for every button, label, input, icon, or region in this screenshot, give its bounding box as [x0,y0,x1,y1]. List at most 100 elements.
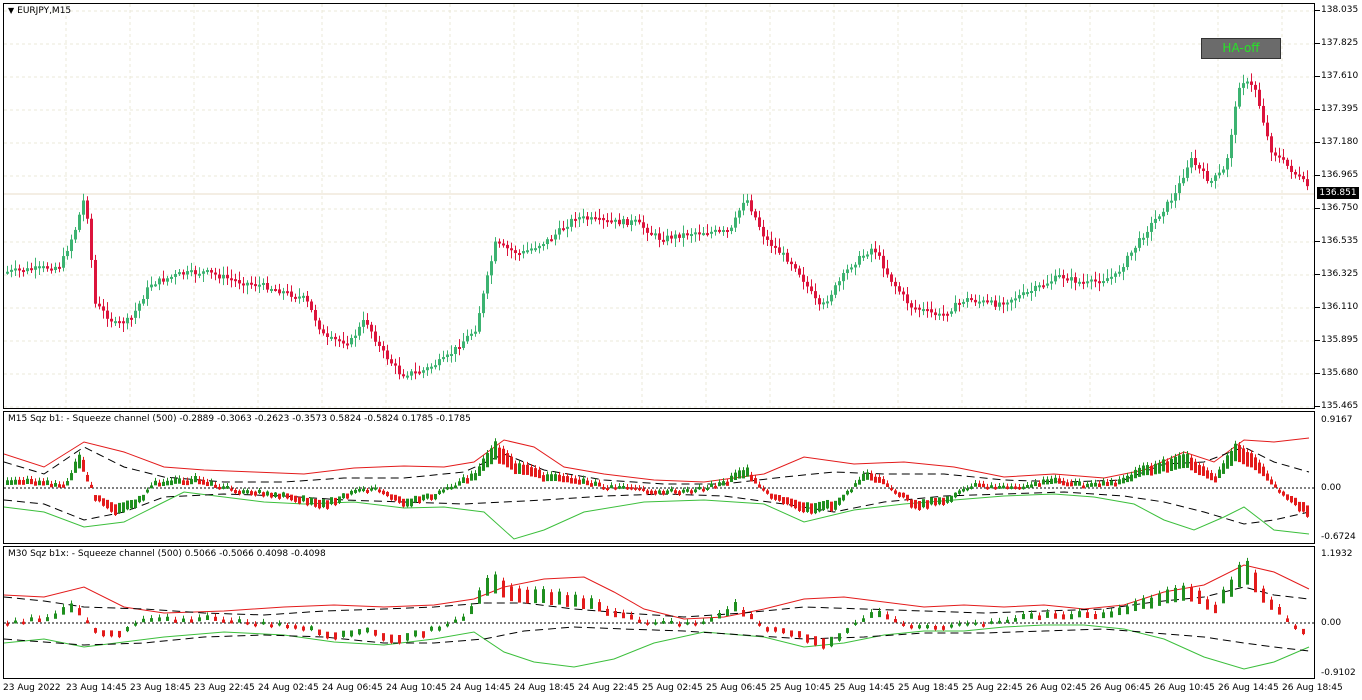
candle-body [566,226,569,229]
candle-body [1010,299,1013,303]
m30-histogram-bar [1110,611,1113,618]
m30-histogram-bar [1158,593,1161,606]
candle-body [926,309,929,312]
candle-body [1306,179,1309,187]
time-axis-label: 24 Aug 14:45 [450,683,511,693]
candle-body [278,289,281,294]
m30-histogram-bar [1238,564,1241,588]
candle-body [1018,295,1021,299]
m30-histogram-bar [486,577,489,596]
candle-body [362,320,365,327]
candle-body [1066,278,1069,281]
candle-body [1026,292,1029,295]
time-axis-label: 23 Aug 14:45 [66,683,127,693]
chart-menu-triangle-icon[interactable]: ▼ [8,6,15,15]
candle-body [170,276,173,279]
candle-body [258,284,261,287]
m15-histogram-bar [1158,462,1161,474]
price-tick [1315,307,1320,308]
candle-body [74,229,77,240]
m30-histogram-bar [1262,588,1265,603]
main-chart-panel[interactable]: ▼ EURJPY,M15 [3,3,1315,409]
candle-body [650,232,653,235]
candle-body [630,220,633,225]
candle-body [182,272,185,275]
m30-histogram-bar [478,590,481,604]
m30-indicator-panel[interactable]: M30 Sqz b1x: - Squeeze channel (500) 0.5… [3,546,1315,679]
candle-body [78,214,81,230]
candle-body [1106,278,1109,282]
candle-body [346,343,349,346]
price-tick [1315,175,1320,176]
price-label: 137.610 [1321,71,1359,81]
candle-body [330,336,333,339]
time-axis-label: 23 Aug 18:45 [130,683,191,693]
m15-histogram-bar [814,503,817,514]
candle-body [426,367,429,371]
candle-body [1214,175,1217,181]
candle-body [518,253,521,256]
candle-body [1222,169,1225,173]
candle-body [802,274,805,282]
candle-body [962,301,965,304]
candle-body [594,217,597,220]
candle-body [386,350,389,360]
candle-body [1242,83,1245,88]
candle-body [966,298,969,302]
m30-histogram-bar [1166,589,1169,604]
m30-histogram-bar [62,607,65,615]
candle-body [1054,275,1057,282]
price-tick [1315,76,1320,77]
m15-histogram-bar [1142,465,1145,476]
candle-body [954,302,957,312]
m30-histogram-bar [542,589,545,603]
candle-body [186,271,189,275]
candle-body [950,311,953,314]
candle-body [598,217,601,220]
candle-body [334,336,337,340]
candle-body [1234,106,1237,135]
candle-body [230,278,233,281]
candle-body [974,299,977,303]
candle-body [1046,283,1049,286]
m30-histogram-bar [1182,585,1185,601]
candle-body [590,217,593,220]
m15-indicator-panel[interactable]: M15 Sqz b1: - Squeeze channel (500) -0.2… [3,411,1315,544]
candle-body [294,296,297,299]
candle-body [550,239,553,242]
time-axis-label: 25 Aug 18:45 [898,683,959,693]
candle-body [922,309,925,312]
candle-body [1150,222,1153,232]
candle-body [938,313,941,316]
candle-body [198,273,201,276]
candle-body [1098,281,1101,284]
candle-body [1042,285,1045,288]
m30-histogram-bar [70,603,73,613]
candle-body [134,310,137,318]
candle-body [1090,279,1093,282]
price-label: 135.680 [1321,368,1359,378]
candle-body [730,227,733,232]
price-tick [1315,10,1320,11]
candle-body [42,266,45,269]
candle-body [534,248,537,251]
candle-body [222,274,225,279]
candle-body [422,370,425,373]
candle-body [1218,172,1221,176]
candle-body [206,270,209,273]
time-axis-label: 26 Aug 18:45 [1282,683,1343,693]
candle-body [690,234,693,237]
price-label: 136.965 [1321,170,1359,180]
candle-body [382,346,385,351]
time-axis-label: 23 Aug 2022 [3,683,61,693]
m15-histogram-bar [1214,476,1217,483]
candle-body [374,331,377,342]
m15-histogram-bar [470,473,473,481]
price-tick [1315,43,1320,44]
candle-body [406,375,409,378]
ha-toggle-button[interactable]: HA-off [1201,38,1281,59]
m15-histogram-bar [746,467,749,477]
m15-histogram-bar [518,463,521,474]
m15-histogram-bar [82,459,85,472]
m30-histogram-bar [734,602,737,612]
